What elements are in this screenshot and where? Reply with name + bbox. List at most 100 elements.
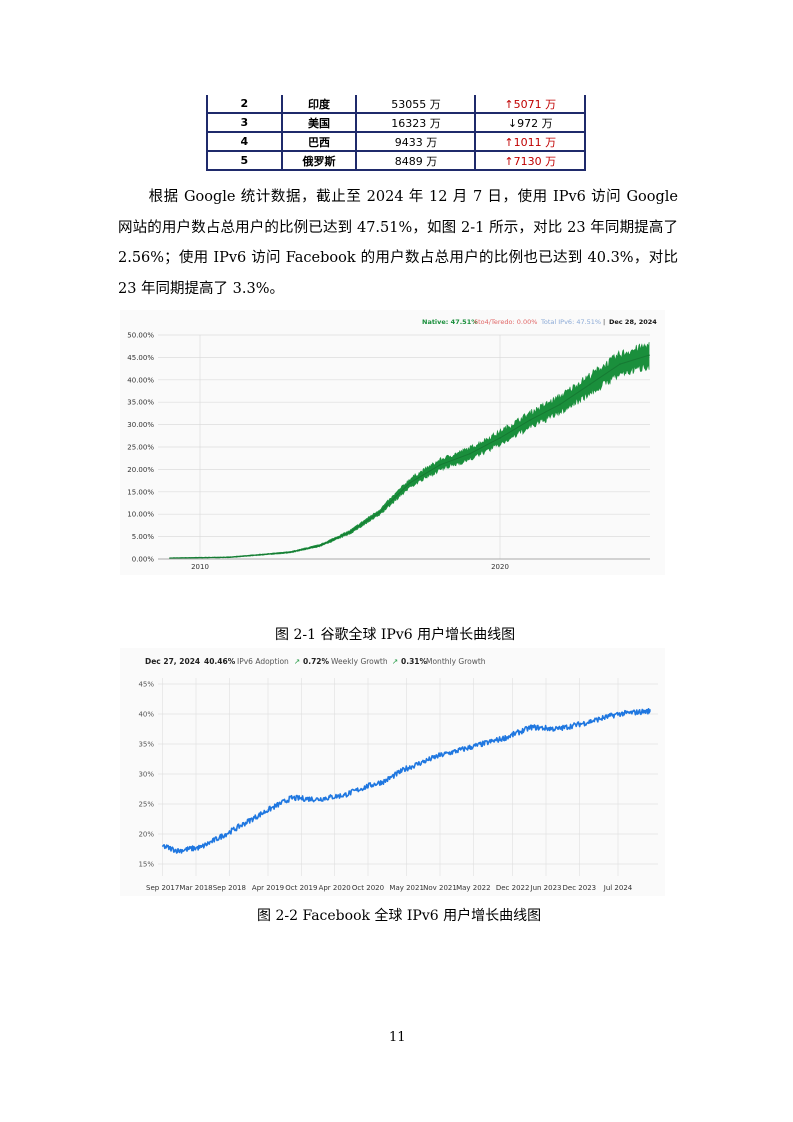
google-ipv6-chart-svg: 0.00% 5.00% 10.00% 15.00% 20.00% 25.00% 30.00%…: [120, 310, 665, 575]
data-point: [267, 809, 269, 811]
x-tick-label: Apr 2020: [319, 884, 351, 892]
data-point: [619, 363, 621, 365]
x-tick-label: Jun 2023: [530, 884, 562, 892]
x-tick-label: Mar 2018: [179, 884, 212, 892]
x-tick-label: May 2022: [456, 884, 491, 892]
figure2-caption: 图 2-2 Facebook 全球 IPv6 用户增长曲线图: [257, 908, 542, 924]
data-point: [529, 419, 531, 421]
header-adoption-value: 40.46%: [204, 657, 236, 666]
figure1-caption: 图 2-1 谷歌全球 IPv6 用户增长曲线图: [275, 627, 516, 643]
y-tick-label: 40.00%: [127, 376, 154, 384]
y-tick-label: 30.00%: [127, 421, 154, 429]
header-monthly-label: Monthly Growth: [426, 657, 486, 666]
facebook-ipv6-chart: Dec 27, 2024 40.46% IPv6 Adoption ↗ 0.72…: [120, 648, 665, 896]
table-body: 2 印度 53055 万 ↑5071 万 3 美国 16323 万 ↓972 万 4 巴西 9433…: [206, 95, 586, 171]
table-row: 3 美国 16323 万 ↓972 万: [206, 112, 586, 133]
y-tick-label: 45.00%: [127, 354, 154, 362]
data-point: [367, 785, 369, 787]
y-tick-label: 5.00%: [132, 533, 155, 541]
data-point: [169, 557, 171, 559]
change-cell: ↑5071 万: [474, 95, 586, 114]
y-tick-label: 20.00%: [127, 466, 154, 474]
country-cell: 俄罗斯: [280, 150, 358, 171]
y-tick-label: 35.00%: [127, 399, 154, 407]
data-point: [349, 531, 351, 533]
rank-cell: 3: [206, 112, 283, 133]
data-point: [403, 768, 406, 770]
y-tick-label: 45%: [138, 681, 154, 689]
rank-cell: 2: [206, 95, 283, 114]
country-cell: 美国: [280, 112, 358, 133]
data-point: [439, 464, 441, 466]
data-point: [649, 710, 651, 712]
y-tick-label: 25%: [138, 801, 154, 809]
data-point: [437, 755, 439, 757]
series-ipv6-adoption: [162, 708, 651, 854]
chart-background: [120, 310, 665, 575]
data-point: [229, 556, 231, 559]
data-point: [557, 728, 559, 730]
y-tick-label: 35%: [138, 741, 154, 749]
data-point: [343, 794, 346, 796]
paragraph-text: 根据 Google 统计数据，截止至 2024 年 12 月 7 日，使用 IP…: [118, 189, 678, 297]
y-tick-label: 15.00%: [127, 488, 154, 496]
table-row: 4 巴西 9433 万 ↑1011 万: [206, 131, 586, 152]
users-cell: 53055 万: [355, 95, 477, 114]
data-point: [469, 452, 471, 455]
y-tick-label: 25.00%: [127, 444, 154, 452]
table-row: 5 俄罗斯 8489 万 ↑7130 万: [206, 150, 586, 171]
x-tick-label: 2010: [191, 563, 209, 571]
legend-teredo: 6to4/Teredo: 0.00%: [474, 318, 537, 326]
google-ipv6-chart: 0.00% 5.00% 10.00% 15.00% 20.00% 25.00% 30.00%…: [120, 310, 665, 575]
change-cell: ↑1011 万: [474, 131, 586, 152]
ipv6-ranking-table: 2 印度 53055 万 ↑5071 万 3 美国 16323 万 ↓972 万 4 巴西 9433…: [206, 95, 586, 171]
change-cell: ↓972 万: [474, 112, 586, 133]
country-cell: 印度: [280, 95, 358, 114]
data-point: [617, 713, 619, 715]
data-point: [559, 403, 561, 406]
header-date: Dec 27, 2024: [145, 657, 200, 666]
data-point: [319, 544, 321, 547]
users-cell: 8489 万: [355, 150, 477, 171]
chart-background: [120, 648, 665, 896]
data-point: [230, 830, 233, 832]
legend-separator: |: [603, 318, 605, 326]
x-tick-label: Dec 2023: [563, 884, 597, 892]
legend-date: Dec 28, 2024: [609, 318, 657, 326]
x-tick-label: Oct 2019: [285, 884, 317, 892]
y-tick-label: 0.00%: [132, 556, 155, 564]
x-tick-label: May 2021: [389, 884, 424, 892]
monthly-up-arrow-icon: ↗: [392, 657, 398, 666]
weekly-up-arrow-icon: ↗: [294, 657, 300, 666]
data-point: [317, 798, 319, 800]
header-weekly-label: Weekly Growth: [331, 657, 388, 666]
users-cell: 16323 万: [355, 112, 477, 133]
table-row: 2 印度 53055 万 ↑5071 万: [206, 95, 586, 114]
x-tick-label: Apr 2019: [252, 884, 284, 892]
series-native-band: [169, 342, 650, 559]
data-point: [530, 726, 533, 728]
legend-total: Total IPv6: 47.51%: [540, 318, 601, 326]
users-cell: 9433 万: [355, 131, 477, 152]
data-point: [583, 722, 586, 724]
y-tick-label: 15%: [138, 861, 154, 869]
y-tick-label: 20%: [138, 831, 154, 839]
data-point: [470, 746, 473, 748]
data-point: [177, 850, 179, 852]
x-tick-label: Dec 2022: [496, 884, 530, 892]
x-tick-label: Sep 2017: [146, 884, 179, 892]
header-monthly-value: 0.31%: [401, 657, 428, 666]
data-point: [200, 846, 203, 848]
x-tick-label: Nov 2021: [423, 884, 457, 892]
x-tick-label: Oct 2020: [352, 884, 384, 892]
rank-cell: 5: [206, 150, 283, 171]
data-point: [383, 780, 386, 782]
y-tick-label: 10.00%: [127, 511, 154, 519]
x-tick-label: 2020: [491, 563, 509, 571]
y-tick-label: 50.00%: [127, 332, 154, 340]
change-cell: ↑7130 万: [474, 150, 586, 171]
data-point: [409, 482, 411, 484]
y-tick-label: 40%: [138, 711, 154, 719]
data-point: [161, 845, 164, 847]
data-point: [648, 354, 650, 356]
